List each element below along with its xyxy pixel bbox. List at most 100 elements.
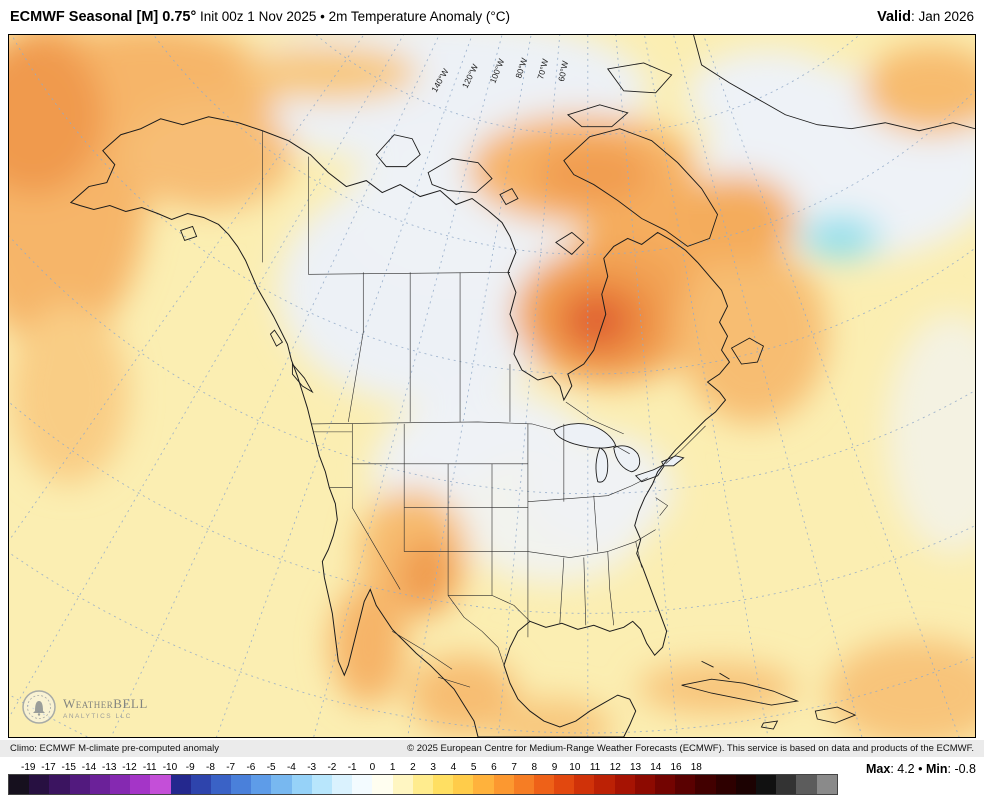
colorbar-tick-label: -19: [21, 762, 36, 773]
bell-icon: [33, 701, 45, 713]
colorbar-tick-label: 6: [491, 762, 497, 773]
model-run-label: ECMWF Seasonal [M] 0.75°: [10, 9, 197, 25]
colorbar-segment: [776, 775, 797, 794]
colorbar-tick-label: 2: [410, 762, 416, 773]
colorbar-segment: [311, 775, 332, 794]
colorbar-tick-label: -7: [226, 762, 236, 773]
colorbar-tick-label: 1: [389, 762, 396, 773]
weatherbell-seal-icon: [22, 690, 56, 724]
colorbar-segment: [614, 775, 635, 794]
map-area: 140°W 120°W 100°W 80°W 70°W 60°W WeatherBELL …: [8, 34, 976, 738]
colorbar-segment: [190, 775, 211, 794]
colorbar-tick-label: 10: [569, 762, 581, 773]
colorbar-segment: [49, 775, 70, 794]
colorbar-segment: [392, 775, 413, 794]
map-header: ECMWF Seasonal [M] 0.75° Init 00z 1 Nov …: [0, 0, 984, 34]
colorbar-tick-label: -11: [142, 762, 157, 773]
colorbar-tick-label: 14: [650, 762, 662, 773]
colorbar-segment: [352, 775, 373, 794]
colorbar-tick-label: -1: [347, 762, 357, 773]
map-title: ECMWF Seasonal [M] 0.75° Init 00z 1 Nov …: [10, 9, 510, 25]
colorbar-tick-label: 0: [369, 762, 376, 773]
colorbar-tick-label: -13: [101, 762, 117, 773]
anomaly-field: [9, 35, 975, 737]
weatherbell-subtitle: ANALYTICS LLC: [63, 712, 132, 720]
colorbar-tick-label: 7: [511, 762, 517, 773]
max-min-readout: Max: 4.2 • Min: -0.8: [838, 761, 976, 795]
colorbar-segment: [655, 775, 676, 794]
colorbar-segment: [594, 775, 615, 794]
colorbar-segment: [130, 775, 151, 794]
parameter-label: Init 00z 1 Nov 2025 • 2m Temperature Ano…: [196, 9, 511, 24]
colorbar-tick-label: 16: [670, 762, 682, 773]
colorbar-segment: [170, 775, 191, 794]
colorbar-tick-label: -3: [307, 762, 317, 773]
colorbar-segment: [574, 775, 595, 794]
maxmin-separator: •: [914, 762, 926, 776]
weatherbell-logo: WeatherBELL ANALYTICS LLC: [21, 689, 148, 725]
colorbar-segment: [473, 775, 494, 794]
colorbar-segment: [372, 775, 393, 794]
weatherbell-name: WeatherBELL: [63, 695, 148, 711]
colorbar-tick-label: 8: [531, 762, 538, 773]
colorbar-tick-label: -8: [205, 762, 215, 773]
colorbar-segment: [695, 775, 716, 794]
colorbar-legend: -19 -17 -15 -14 -13 -12 -11 -10 -9 -8 -7 -6 -5 -4 -3 -2…: [0, 757, 984, 795]
colorbar-tick-label: -15: [61, 762, 76, 773]
colorbar-segment: [9, 775, 30, 794]
attribution-bar: Climo: ECMWF M-climate pre-computed anom…: [0, 740, 984, 757]
weatherbell-logo-text: WeatherBELL ANALYTICS LLC: [63, 695, 148, 720]
colorbar-segment: [89, 775, 110, 794]
colorbar-segment: [210, 775, 232, 794]
colorbar-segment: [816, 775, 837, 794]
map-canvas: 140°W 120°W 100°W 80°W 70°W 60°W: [9, 35, 975, 737]
colorbar-tick-label: 9: [551, 762, 558, 773]
max-label: Max: [865, 762, 891, 776]
colorbar-segment: [109, 775, 131, 794]
colorbar-tick-label: -2: [327, 762, 337, 773]
colorbar-wrap: -19 -17 -15 -14 -13 -12 -11 -10 -9 -8 -7 -6 -5 -4 -3 -2…: [8, 761, 838, 795]
colorbar-tick-label: 13: [629, 762, 642, 773]
colorbar-segment: [675, 775, 696, 794]
colorbar-segment: [493, 775, 514, 794]
arctic-islands: [180, 35, 975, 730]
colorbar-segment: [755, 775, 777, 794]
colorbar-tick-label: -17: [41, 762, 56, 773]
colorbar-segment: [533, 775, 555, 794]
meridian-label: 60°W: [556, 60, 570, 82]
colorbar-segment: [412, 775, 433, 794]
climo-note: Climo: ECMWF M-climate pre-computed anom…: [10, 743, 220, 754]
colorbar-segment: [735, 775, 756, 794]
colorbar-segment: [796, 775, 817, 794]
colorbar-segment: [634, 775, 655, 794]
colorbar-tick-label: -14: [81, 762, 97, 773]
colorbar-segment: [513, 775, 534, 794]
colorbar-segment: [150, 775, 171, 794]
great-lakes: [553, 423, 685, 483]
colorbar-segment: [332, 775, 353, 794]
colorbar-tick-label: 18: [690, 762, 702, 773]
colorbar-segment: [69, 775, 90, 794]
colorbar-tick-label: 3: [430, 762, 436, 773]
colorbar-tick-label: -10: [162, 762, 178, 773]
colorbar: [8, 774, 838, 795]
colorbar-segment: [554, 775, 575, 794]
coastlines: [69, 116, 731, 737]
colorbar-tick-label: -9: [185, 762, 195, 773]
copyright-note: © 2025 European Centre for Medium-Range …: [407, 743, 974, 754]
colorbar-tick-label: -5: [266, 762, 276, 773]
colorbar-segment: [453, 775, 474, 794]
colorbar-segment: [432, 775, 454, 794]
colorbar-segment: [251, 775, 272, 794]
political-borders: [262, 130, 706, 688]
colorbar-tick-label: 5: [470, 762, 477, 773]
colorbar-tick-label: -12: [122, 762, 137, 773]
max-value: : 4.2: [890, 762, 915, 776]
colorbar-tick-label: 12: [609, 762, 621, 773]
colorbar-segment: [29, 775, 50, 794]
valid-label: Valid: [877, 9, 911, 25]
colorbar-ticks: -19 -17 -15 -14 -13 -12 -11 -10 -9 -8 -7 -6 -5 -4 -3 -2…: [8, 761, 838, 774]
min-value: : -0.8: [947, 762, 977, 776]
colorbar-segment: [291, 775, 312, 794]
graticule: [9, 35, 975, 737]
